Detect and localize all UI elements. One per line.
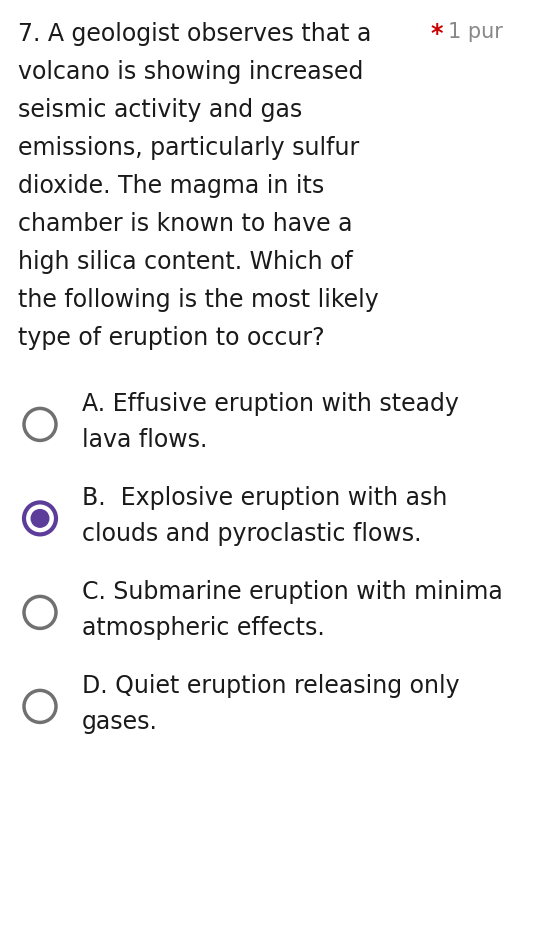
Text: B.  Explosive eruption with ash: B. Explosive eruption with ash <box>82 486 447 510</box>
Text: lava flows.: lava flows. <box>82 428 207 452</box>
Text: C. Submarine eruption with minima: C. Submarine eruption with minima <box>82 580 503 604</box>
Text: A. Effusive eruption with steady: A. Effusive eruption with steady <box>82 392 459 416</box>
Text: dioxide. The magma in its: dioxide. The magma in its <box>18 174 324 198</box>
Text: type of eruption to occur?: type of eruption to occur? <box>18 326 325 350</box>
Circle shape <box>31 510 49 527</box>
Text: emissions, particularly sulfur: emissions, particularly sulfur <box>18 136 359 160</box>
Text: the following is the most likely: the following is the most likely <box>18 288 379 312</box>
Text: *: * <box>430 22 442 46</box>
Text: 1 pur: 1 pur <box>448 22 503 42</box>
Text: 7. A geologist observes that a: 7. A geologist observes that a <box>18 22 372 46</box>
Text: clouds and pyroclastic flows.: clouds and pyroclastic flows. <box>82 522 422 546</box>
Text: chamber is known to have a: chamber is known to have a <box>18 212 353 236</box>
Text: seismic activity and gas: seismic activity and gas <box>18 98 302 122</box>
Text: volcano is showing increased: volcano is showing increased <box>18 60 363 84</box>
Text: atmospheric effects.: atmospheric effects. <box>82 616 325 640</box>
Text: D. Quiet eruption releasing only: D. Quiet eruption releasing only <box>82 674 460 698</box>
Text: high silica content. Which of: high silica content. Which of <box>18 250 353 274</box>
Text: gases.: gases. <box>82 710 158 734</box>
